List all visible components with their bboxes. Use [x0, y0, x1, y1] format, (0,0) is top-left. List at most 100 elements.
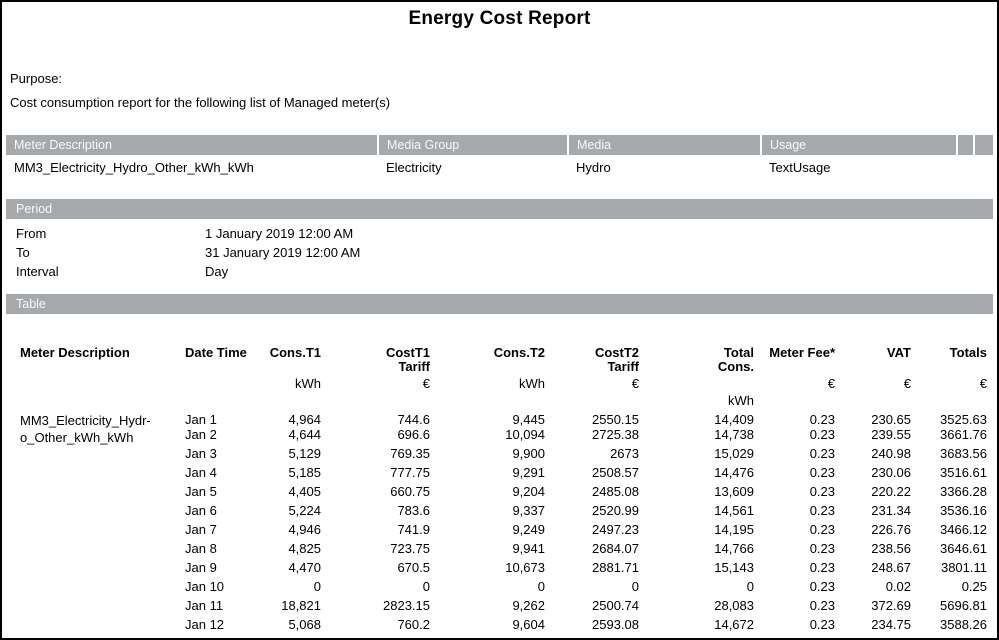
cost-table-header-cell — [434, 360, 549, 374]
period-field-value: 31 January 2019 12:00 AM — [205, 245, 361, 260]
value-cell: 5696.81 — [940, 598, 987, 613]
value-cell: 9,291 — [512, 465, 545, 480]
meters-value-cell: Hydro — [576, 159, 611, 175]
cost-table-header-cell: Cons.T2 — [493, 346, 545, 360]
value-cell: 0 — [313, 579, 321, 594]
cost-table-header-cell — [250, 360, 325, 374]
value-cell: 240.98 — [871, 446, 911, 461]
cost-table-header-cell — [758, 391, 839, 408]
value-cell: 696.6 — [397, 427, 430, 442]
value-cell: 741.9 — [397, 522, 430, 537]
table-row: Jan 3 5,129 769.35 9,900 2673 15,029 0.23 240.9… — [6, 446, 993, 465]
value-cell: 2500.74 — [592, 598, 639, 613]
meters-value-spacer — [974, 155, 993, 175]
value-cell: 0.23 — [809, 503, 835, 518]
table-section-bar: Table — [6, 294, 993, 314]
value-cell: 9,604 — [512, 617, 545, 632]
cost-table-header-cell: Date Time — [185, 346, 247, 360]
value-cell: 234.75 — [871, 617, 911, 632]
value-cell: 15,143 — [714, 560, 754, 575]
value-cell: 14,766 — [714, 541, 754, 556]
value-cell: 3536.16 — [940, 503, 987, 518]
date-cell: Jan 12 — [185, 617, 225, 632]
value-cell: 0 — [422, 579, 430, 594]
meters-header-cell: Media — [567, 135, 761, 155]
date-cell: Jan 3 — [185, 446, 217, 461]
value-cell: 5,185 — [288, 465, 321, 480]
cost-table-header-cell: CostT1 — [385, 346, 430, 360]
table-row: Jan 7 4,946 741.9 9,249 2497.23 14,195 0.23 226… — [6, 522, 993, 541]
value-cell: 0.23 — [809, 560, 835, 575]
value-cell: 0.02 — [885, 579, 911, 594]
period-section-bar: Period — [6, 199, 993, 219]
value-cell: 372.69 — [871, 598, 911, 613]
value-cell: 0.23 — [809, 617, 835, 632]
value-cell: 14,561 — [714, 503, 754, 518]
purpose-text: Cost consumption report for the followin… — [10, 95, 391, 110]
cost-table-header-cell — [6, 391, 175, 408]
value-cell: 230.65 — [871, 412, 911, 427]
period-row: To 31 January 2019 12:00 AM — [6, 243, 993, 262]
period-table: From 1 January 2019 12:00 AM To 31 January … — [6, 224, 993, 281]
period-section-label: Period — [16, 202, 53, 216]
meters-header-cell: Media Group — [377, 135, 568, 155]
date-cell: Jan 6 — [185, 503, 217, 518]
value-cell: 14,409 — [714, 412, 754, 427]
cost-table-header-cell: € — [903, 376, 911, 391]
value-cell: 3525.63 — [940, 412, 987, 427]
purpose-label: Purpose: — [10, 71, 63, 86]
cost-table-header-cell — [6, 374, 175, 391]
value-cell: 9,941 — [512, 541, 545, 556]
value-cell: 0.23 — [809, 579, 835, 594]
value-cell: 4,644 — [288, 427, 321, 442]
meters-header-spacer — [973, 135, 993, 155]
value-cell: 2520.99 — [592, 503, 639, 518]
value-cell: 0 — [537, 579, 545, 594]
value-cell: 3588.26 — [940, 617, 987, 632]
value-cell: 760.2 — [397, 617, 430, 632]
value-cell: 226.76 — [871, 522, 911, 537]
value-cell: 2497.23 — [592, 522, 639, 537]
value-cell: 670.5 — [397, 560, 430, 575]
value-cell: 3646.61 — [940, 541, 987, 556]
value-cell: 744.6 — [397, 412, 430, 427]
cost-table-header-cell — [915, 391, 993, 408]
value-cell: 220.22 — [871, 484, 911, 499]
period-field-label: Interval — [16, 264, 59, 279]
value-cell: 3801.11 — [940, 560, 987, 575]
value-cell: 4,946 — [288, 522, 321, 537]
value-cell: 238.56 — [871, 541, 911, 556]
value-cell: 28,083 — [714, 598, 754, 613]
cost-table-header-cell — [839, 360, 915, 374]
value-cell: 3466.12 — [940, 522, 987, 537]
value-cell: 769.35 — [390, 446, 430, 461]
value-cell: 783.6 — [397, 503, 430, 518]
meter-name-cell: MM3_Electricity_Hydr- o_Other_kWh_kWh — [20, 413, 151, 445]
period-row: Interval Day — [6, 262, 993, 281]
meters-header-spacer — [956, 135, 974, 155]
date-cell: Jan 7 — [185, 522, 217, 537]
table-row: Jan 12 5,068 760.2 9,604 2593.08 14,672 0.23 23… — [6, 617, 993, 636]
table-row: Jan 6 5,224 783.6 9,337 2520.99 14,561 0.23 231… — [6, 503, 993, 522]
cost-table-header-cell: Tariff — [398, 360, 430, 374]
value-cell: 0 — [746, 579, 754, 594]
period-field-label: From — [16, 226, 47, 241]
cost-table-header-cell — [325, 391, 434, 408]
value-cell: 2823.15 — [383, 598, 430, 613]
value-cell: 5,068 — [288, 617, 321, 632]
date-cell: Jan 9 — [185, 560, 217, 575]
table-row: Jan 8 4,825 723.75 9,941 2684.07 14,766 0.23 23… — [6, 541, 993, 560]
cost-table-header-cell — [6, 360, 175, 374]
cost-table-header-cell — [175, 374, 250, 391]
value-cell: 4,825 — [288, 541, 321, 556]
value-cell: 0 — [631, 579, 639, 594]
cost-table-header-cell: Cons. — [717, 360, 754, 374]
cost-table-header-cell: Total — [723, 346, 754, 360]
table-section-label: Table — [16, 297, 46, 311]
period-field-value: 1 January 2019 12:00 AM — [205, 226, 354, 241]
meters-header-cell: Usage — [760, 135, 957, 155]
cost-table-header-cell: € — [422, 376, 430, 391]
report-title: Energy Cost Report — [408, 8, 591, 29]
value-cell: 248.67 — [871, 560, 911, 575]
value-cell: 14,738 — [714, 427, 754, 442]
